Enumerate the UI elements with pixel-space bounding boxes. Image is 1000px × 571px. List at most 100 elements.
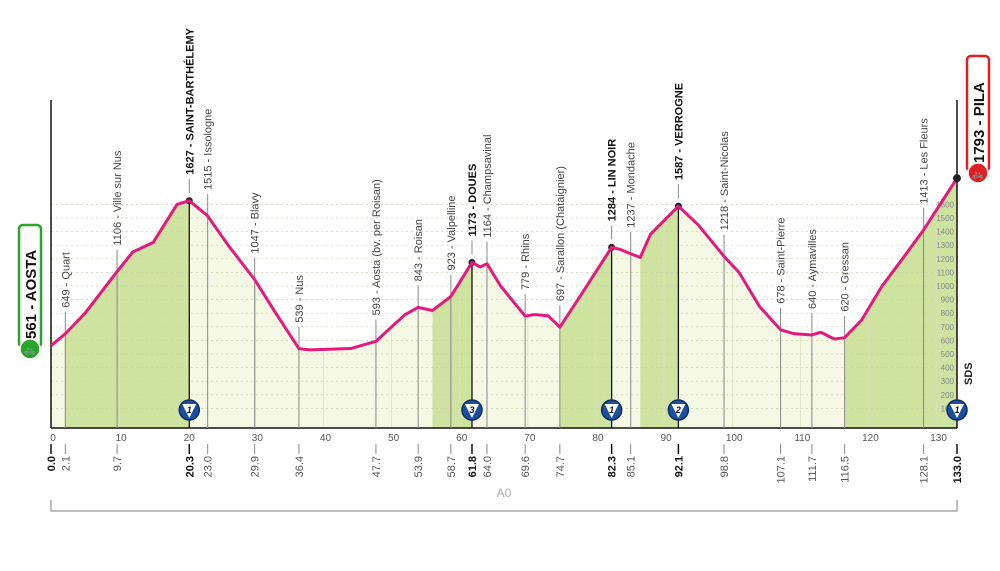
kom-category: 2 xyxy=(675,405,681,415)
kom-category: 1 xyxy=(609,405,614,415)
waypoint-label: 678 - Saint-Pierre xyxy=(776,218,788,304)
x-tick-label: 10 xyxy=(116,433,128,444)
waypoint-label: 843 - Roisan xyxy=(413,219,425,281)
km-label: 58.7 xyxy=(446,456,458,477)
sds-label: SDS xyxy=(963,362,975,385)
alt-tick-label: 700 xyxy=(941,323,955,332)
waypoint-label: 539 - Nus xyxy=(294,275,306,323)
waypoint-label: 1218 - Saint-Nicolas xyxy=(719,131,731,231)
km-label: 47.7 xyxy=(371,456,383,477)
alt-tick-label: 1000 xyxy=(936,282,954,291)
kom-triangle xyxy=(604,404,619,418)
x-tick-label: 20 xyxy=(184,433,196,444)
alt-tick-label: 1400 xyxy=(936,228,954,237)
km-label: 61.8 xyxy=(467,456,479,477)
climb-area xyxy=(844,178,957,428)
x-tick-label: 0 xyxy=(50,433,56,444)
finish-bike-glyph: 🚲 xyxy=(972,169,984,180)
km-label: 9.7 xyxy=(112,456,124,471)
alt-tick-label: 1600 xyxy=(936,200,954,209)
km-label: 2.1 xyxy=(60,456,72,471)
km-label: 69.6 xyxy=(520,456,532,477)
alt-tick-label: 600 xyxy=(941,336,955,345)
waypoint-label: 1515 - Issologne xyxy=(203,109,215,190)
finish-bike-icon xyxy=(967,162,989,184)
profile-area xyxy=(51,178,957,428)
km-label: 98.8 xyxy=(719,456,731,477)
kom-triangle xyxy=(464,404,479,418)
kom-category: 1 xyxy=(187,405,192,415)
climb-area xyxy=(640,206,679,428)
profile-line xyxy=(50,177,959,352)
alt-tick-label: 500 xyxy=(941,350,955,359)
km-label: 29.9 xyxy=(250,456,262,477)
x-tick-label: 120 xyxy=(862,433,879,444)
alt-tick-label: 1200 xyxy=(936,255,954,264)
waypoint-label: 1173 - DOUES xyxy=(467,164,479,237)
km-label: 111.7 xyxy=(807,456,819,482)
road-bracket xyxy=(50,500,958,512)
waypoint-label: 1413 - Les Fleurs xyxy=(919,118,931,204)
x-tick-label: 50 xyxy=(388,433,400,444)
alt-tick-label: 1300 xyxy=(936,241,954,250)
waypoint-label: 649 - Quart xyxy=(60,252,72,308)
x-tick-label: 90 xyxy=(661,433,673,444)
km-label: 36.4 xyxy=(294,456,306,477)
waypoint-label: 620 - Gressan xyxy=(840,242,852,312)
alt-tick-label: 1100 xyxy=(937,268,955,277)
finish-dot xyxy=(953,174,961,183)
waypoint-label: 593 - Aosta (bv. per Roisan) xyxy=(371,179,383,315)
climb-area xyxy=(65,200,190,428)
waypoint-label: 1106 - Ville sur Nus xyxy=(112,150,124,245)
x-tick-label: 110 xyxy=(794,433,810,444)
alt-tick-label: 1500 xyxy=(936,214,954,223)
alt-tick-label: 300 xyxy=(941,377,955,386)
waypoint-label: 640 - Aymavilles xyxy=(807,229,819,309)
kom-triangle xyxy=(671,404,686,418)
km-label: 53.9 xyxy=(413,456,425,477)
kom-category: 1 xyxy=(954,405,959,415)
alt-tick-label: 900 xyxy=(941,296,955,305)
start-bike-glyph: 🚲 xyxy=(24,345,36,356)
kom-triangle xyxy=(182,404,197,418)
alt-tick-label: 400 xyxy=(941,364,955,373)
km-label: 64.0 xyxy=(482,456,494,477)
waypoint-label: 1164 - Champsavinal xyxy=(482,135,494,238)
road-label: A0 xyxy=(497,486,512,500)
waypoint-label: 779 - Rhins xyxy=(520,233,532,290)
climb-area xyxy=(559,247,612,428)
km-label: 116.5 xyxy=(840,456,852,483)
x-tick-label: 60 xyxy=(456,433,468,444)
alt-tick-label: 200 xyxy=(941,391,955,400)
kom-triangle xyxy=(950,404,964,418)
x-tick-label: 40 xyxy=(320,433,332,444)
x-tick-label: 30 xyxy=(252,433,264,444)
x-tick-label: 80 xyxy=(592,433,604,444)
x-tick-label: 130 xyxy=(930,433,947,444)
alt-tick-label: 800 xyxy=(941,309,955,318)
start-bike-icon xyxy=(19,338,41,360)
x-tick-label: 100 xyxy=(726,433,743,444)
waypoint-label: 923 - Valpelline xyxy=(446,195,458,270)
waypoint-label: 1047 - Blavy xyxy=(250,192,262,254)
km-label: 74.7 xyxy=(555,456,567,477)
km-label: 133.0 xyxy=(952,456,964,484)
km-label: 92.1 xyxy=(673,456,685,477)
x-tick-label: 70 xyxy=(524,433,536,444)
km-label: 0.0 xyxy=(46,456,58,471)
waypoint-label: 697 - Sarallon (Chataignier) xyxy=(555,166,567,301)
finish-label: 1793 - PILA xyxy=(971,82,988,163)
kom-category: 3 xyxy=(469,405,474,415)
km-label: 20.3 xyxy=(184,456,196,477)
waypoint-label: 1284 - LIN NOIR xyxy=(607,139,619,222)
waypoint-label: 1587 - VERROGNE xyxy=(673,83,685,180)
km-label: 85.1 xyxy=(626,456,638,477)
km-label: 128.1 xyxy=(919,456,931,484)
waypoint-label: 1237 - Mondache xyxy=(626,142,638,228)
km-label: 107.1 xyxy=(776,456,788,484)
start-label: 561 - AOSTA xyxy=(23,250,40,339)
waypoint-label: 1627 - SAINT-BARTHÉLEMY xyxy=(183,27,196,174)
km-label: 82.3 xyxy=(607,456,619,477)
